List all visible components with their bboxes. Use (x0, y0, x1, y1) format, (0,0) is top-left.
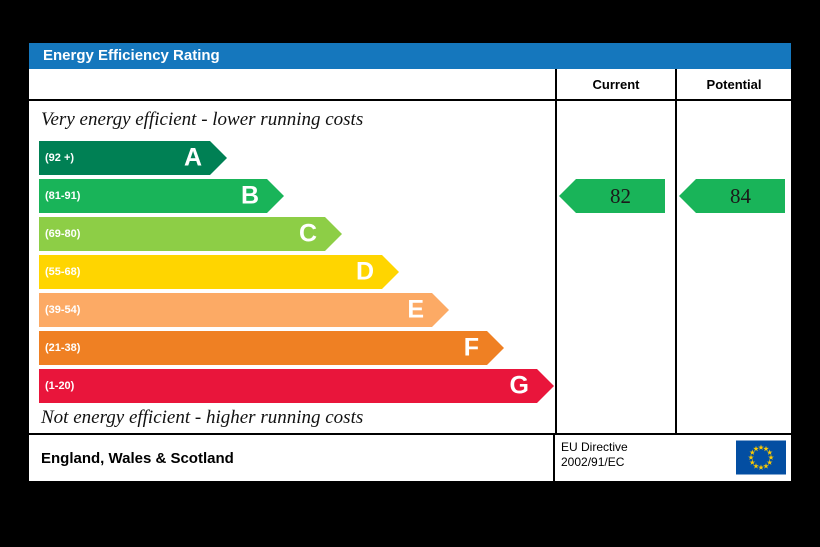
band-c-letter: C (298, 219, 317, 248)
current-rating-pointer: 82 (559, 179, 665, 213)
top-note: Very energy efficient - lower running co… (41, 109, 364, 130)
eu-directive-text: EU Directive 2002/91/EC (561, 440, 628, 470)
column-header-row: Current Potential (29, 69, 791, 101)
band-d-letter: D (355, 257, 374, 286)
band-f-range-label: (21-38) (45, 342, 81, 354)
band-f-bar: (21-38) F (39, 331, 504, 365)
band-g-letter: G (509, 371, 529, 400)
band-c-bar: (69-80) C (39, 217, 342, 251)
band-c-range-label: (69-80) (45, 228, 81, 240)
eu-directive-line1: EU Directive (561, 440, 628, 454)
band-b-letter: B (240, 181, 259, 210)
potential-rating-value: 84 (730, 183, 751, 208)
band-d-range-label: (55-68) (45, 266, 81, 278)
chart-title-bar: Energy Efficiency Rating (29, 43, 791, 69)
bands-area: Very energy efficient - lower running co… (29, 101, 555, 433)
current-column: 82 (555, 101, 675, 433)
rating-bands: (92 +) A (81-91) B (69-80) C (55-68) D (… (39, 141, 555, 403)
chart-body: Very energy efficient - lower running co… (29, 101, 791, 435)
band-e-bar: (39-54) E (39, 293, 449, 327)
potential-column-label: Potential (706, 76, 762, 92)
band-a-letter: A (183, 143, 202, 172)
band-b-range-label: (81-91) (45, 190, 81, 202)
header-spacer (29, 69, 555, 99)
potential-column: 84 (675, 101, 791, 433)
potential-rating-pointer: 84 (679, 179, 785, 213)
current-rating-value: 82 (610, 183, 631, 208)
band-e-range-label: (39-54) (45, 304, 81, 316)
band-d-bar: (55-68) D (39, 255, 399, 289)
band-b-bar: (81-91) B (39, 179, 284, 213)
current-column-label: Current (592, 76, 640, 92)
band-a-bar: (92 +) A (39, 141, 227, 175)
band-f-letter: F (463, 333, 479, 362)
directive-cell: EU Directive 2002/91/EC (555, 435, 791, 481)
band-a-range-label: (92 +) (45, 152, 75, 164)
chart-title: Energy Efficiency Rating (43, 47, 220, 64)
eu-directive-line2: 2002/91/EC (561, 455, 625, 469)
chart-footer: England, Wales & Scotland EU Directive 2… (29, 435, 791, 481)
band-e-letter: E (407, 295, 424, 324)
epc-rating-panel: Energy Efficiency Rating Current Potenti… (27, 41, 793, 483)
current-column-header: Current (555, 69, 675, 99)
band-g-range-label: (1-20) (45, 380, 75, 392)
region-cell: England, Wales & Scotland (29, 435, 555, 481)
band-g-bar: (1-20) G (39, 369, 554, 403)
region-label: England, Wales & Scotland (41, 449, 234, 467)
eu-flag-icon (736, 440, 786, 475)
potential-column-header: Potential (675, 69, 791, 99)
bottom-note: Not energy efficient - higher running co… (41, 407, 364, 428)
